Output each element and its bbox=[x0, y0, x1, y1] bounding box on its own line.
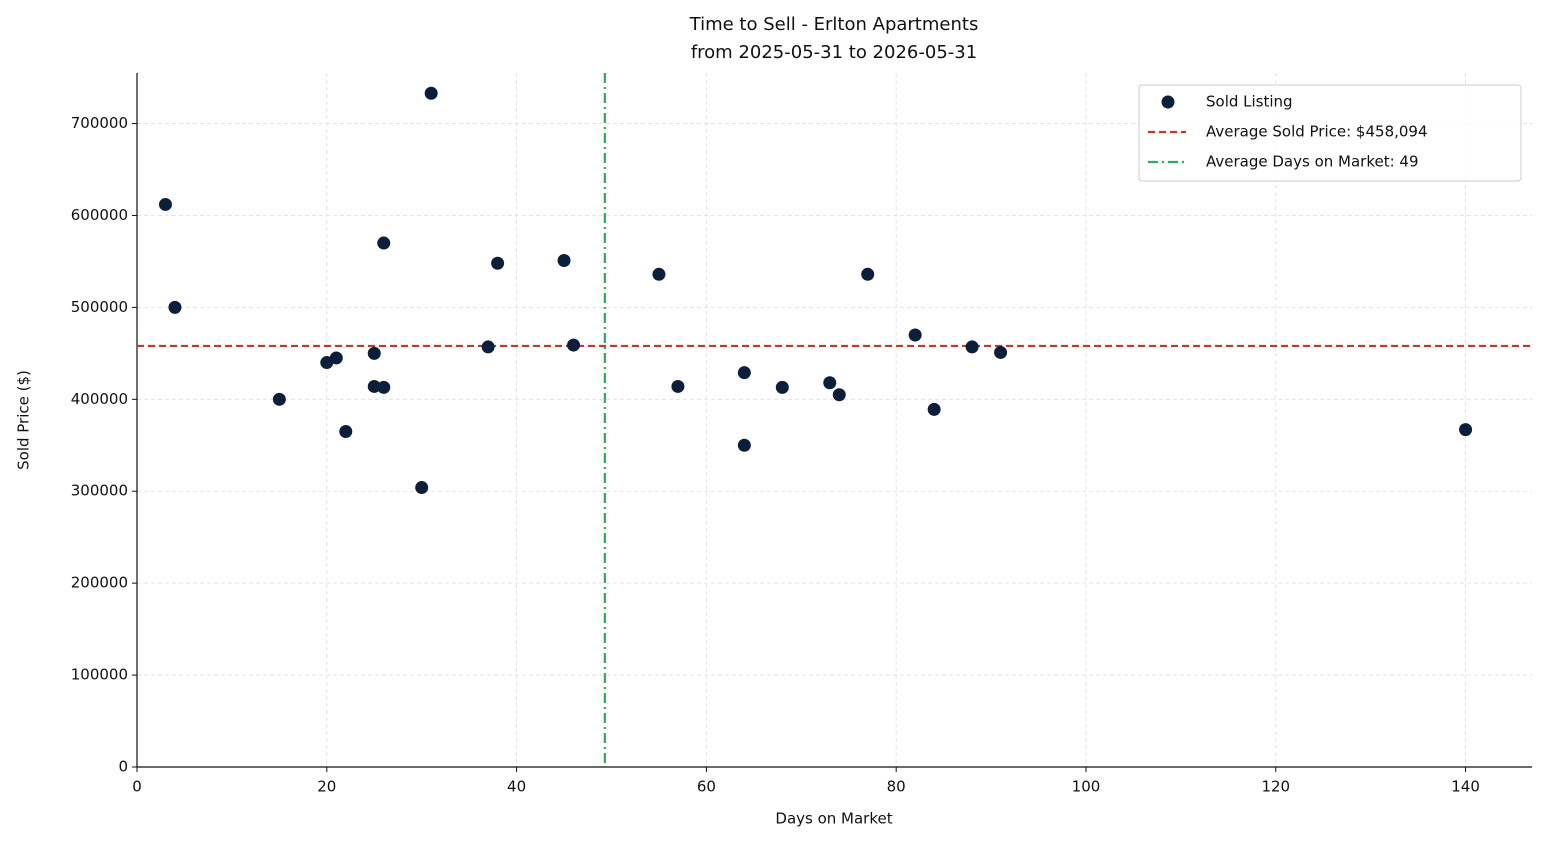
point bbox=[652, 267, 666, 281]
legend-box bbox=[1138, 84, 1522, 182]
y-tick-label: 0 bbox=[118, 758, 128, 776]
point bbox=[737, 366, 751, 380]
point bbox=[168, 300, 182, 314]
point bbox=[367, 379, 381, 393]
chart-subtitle: from 2025-05-31 to 2026-05-31 bbox=[691, 42, 977, 63]
point bbox=[424, 86, 438, 100]
x-axis-label: Days on Market bbox=[775, 810, 892, 828]
y-tick-label: 100000 bbox=[71, 666, 128, 684]
point bbox=[557, 254, 571, 268]
x-tick-label: 40 bbox=[507, 778, 526, 796]
chart-title: Time to Sell - Erlton Apartments bbox=[689, 14, 979, 35]
x-tick-label: 20 bbox=[317, 778, 336, 796]
point bbox=[158, 197, 172, 211]
point bbox=[775, 380, 789, 394]
point bbox=[965, 340, 979, 354]
point bbox=[339, 424, 353, 438]
point bbox=[481, 340, 495, 354]
x-tick-label: 80 bbox=[887, 778, 906, 796]
point bbox=[927, 402, 941, 416]
point bbox=[329, 351, 343, 365]
y-tick-label: 500000 bbox=[71, 298, 128, 316]
point bbox=[737, 438, 751, 452]
x-tick-label: 0 bbox=[132, 778, 142, 796]
point bbox=[377, 236, 391, 250]
x-tick-label: 100 bbox=[1072, 778, 1101, 796]
point bbox=[377, 380, 391, 394]
legend-marker bbox=[1161, 95, 1175, 109]
point bbox=[272, 392, 286, 406]
y-tick-label: 700000 bbox=[71, 114, 128, 132]
legend-label: Average Days on Market: 49 bbox=[1206, 153, 1419, 171]
point bbox=[994, 345, 1008, 359]
point bbox=[823, 376, 837, 390]
point bbox=[908, 328, 922, 342]
point bbox=[415, 481, 429, 495]
y-axis-label: Sold Price ($) bbox=[15, 370, 33, 470]
y-tick-label: 300000 bbox=[71, 482, 128, 500]
point bbox=[671, 379, 685, 393]
y-tick-label: 200000 bbox=[71, 574, 128, 592]
point bbox=[367, 346, 381, 360]
x-tick-label: 140 bbox=[1451, 778, 1480, 796]
y-tick-label: 400000 bbox=[71, 390, 128, 408]
point bbox=[1459, 423, 1473, 437]
point bbox=[567, 338, 581, 352]
legend-label: Sold Listing bbox=[1206, 93, 1293, 111]
y-tick-label: 600000 bbox=[71, 206, 128, 224]
x-tick-label: 120 bbox=[1261, 778, 1290, 796]
point bbox=[491, 256, 505, 270]
legend-label: Average Sold Price: $458,094 bbox=[1206, 123, 1428, 141]
point bbox=[832, 388, 846, 402]
x-tick-label: 60 bbox=[697, 778, 716, 796]
point bbox=[861, 267, 875, 281]
